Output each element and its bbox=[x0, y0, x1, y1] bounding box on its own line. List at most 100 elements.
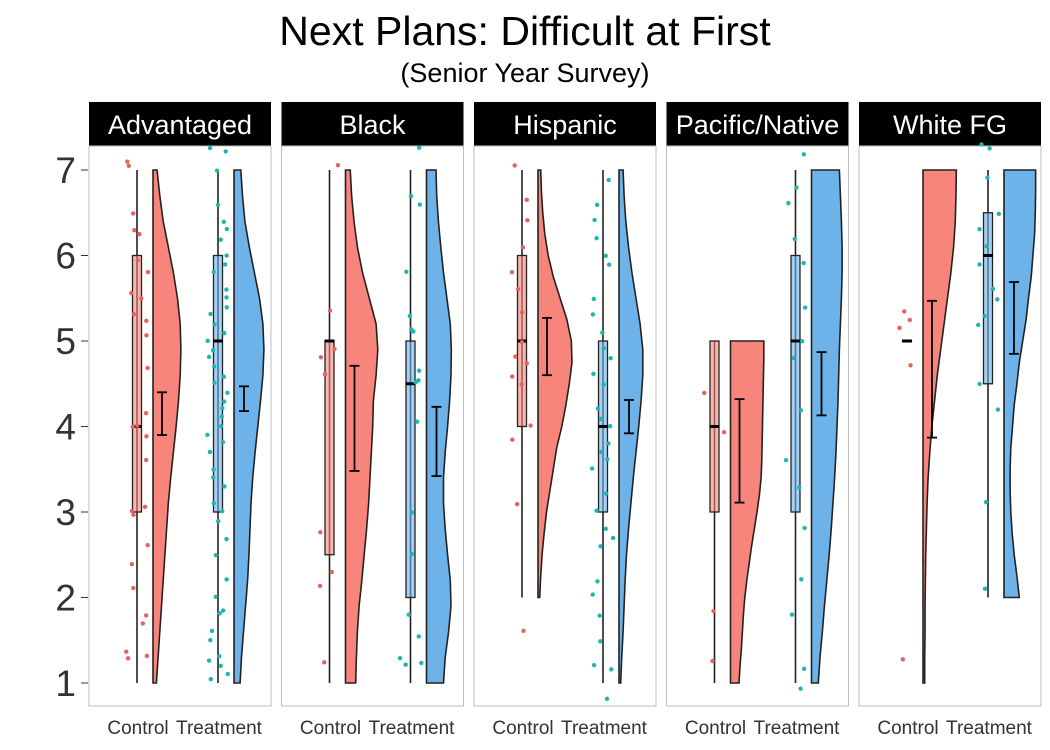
panel-border bbox=[281, 145, 464, 707]
x-tick-label: Treatment bbox=[754, 718, 841, 739]
y-tick-label: 7 bbox=[55, 150, 76, 191]
data-point bbox=[208, 637, 213, 643]
data-point bbox=[592, 217, 597, 223]
data-point bbox=[801, 666, 807, 671]
data-point bbox=[607, 262, 612, 267]
data-point bbox=[218, 663, 223, 668]
data-point bbox=[222, 262, 228, 267]
data-point bbox=[604, 696, 610, 702]
data-point bbox=[591, 371, 596, 377]
x-tick-label: Control bbox=[300, 718, 361, 739]
data-point bbox=[512, 163, 517, 168]
data-point bbox=[908, 363, 913, 368]
data-point bbox=[129, 290, 134, 296]
data-point bbox=[598, 449, 604, 455]
data-point bbox=[212, 364, 217, 369]
data-point bbox=[610, 535, 616, 541]
data-point bbox=[408, 194, 414, 199]
data-point bbox=[783, 457, 789, 463]
data-point bbox=[597, 613, 602, 618]
data-point bbox=[594, 236, 599, 241]
data-point bbox=[124, 649, 129, 654]
x-tick-label: Treatment bbox=[946, 718, 1033, 739]
data-point bbox=[977, 381, 982, 387]
x-tick-label: Control bbox=[107, 718, 168, 739]
data-point bbox=[129, 561, 135, 567]
facet-panel-black: Black Control Treatment bbox=[281, 102, 464, 739]
data-point bbox=[135, 423, 140, 428]
data-point bbox=[609, 667, 614, 672]
facet-strip-label: Pacific/Native bbox=[676, 110, 840, 140]
data-point bbox=[140, 621, 146, 626]
facet-strip-label: Black bbox=[339, 110, 406, 140]
panel-border bbox=[858, 145, 1042, 707]
data-point bbox=[799, 577, 804, 582]
data-point bbox=[594, 202, 600, 207]
data-point bbox=[419, 660, 424, 666]
data-point bbox=[798, 686, 803, 691]
data-point bbox=[224, 295, 229, 300]
data-point bbox=[900, 657, 905, 662]
data-point bbox=[519, 339, 525, 345]
violin-half-control bbox=[729, 340, 765, 684]
data-point bbox=[509, 374, 515, 379]
facet-panel-advantaged: Advantaged Control Treatment bbox=[88, 102, 272, 739]
data-point bbox=[987, 146, 992, 151]
data-point bbox=[902, 309, 907, 314]
data-point bbox=[222, 330, 227, 336]
data-point bbox=[212, 380, 217, 385]
data-point bbox=[416, 368, 422, 373]
violin-half-control bbox=[922, 169, 958, 684]
data-point bbox=[984, 244, 989, 249]
data-point bbox=[702, 390, 707, 396]
data-point bbox=[216, 518, 221, 524]
data-point bbox=[224, 577, 229, 582]
y-tick-label: 4 bbox=[55, 407, 76, 448]
facet-strip-label: Hispanic bbox=[513, 110, 617, 140]
data-point bbox=[217, 611, 222, 616]
x-tick-label: Control bbox=[685, 718, 746, 739]
violin-half-treatment bbox=[425, 169, 453, 684]
data-point bbox=[144, 333, 149, 338]
data-point bbox=[142, 504, 148, 510]
facet-strip bbox=[859, 102, 1041, 146]
violin-half-control bbox=[537, 169, 573, 599]
data-point bbox=[126, 163, 131, 169]
data-point bbox=[125, 656, 131, 661]
violin-half-control bbox=[152, 169, 182, 684]
data-point bbox=[211, 475, 216, 480]
data-point bbox=[137, 231, 142, 237]
y-tick-label: 3 bbox=[55, 492, 76, 533]
data-point bbox=[318, 355, 324, 360]
data-point bbox=[222, 484, 227, 489]
facet-strip bbox=[281, 102, 464, 146]
data-point bbox=[145, 542, 150, 548]
data-point bbox=[206, 354, 212, 360]
data-point bbox=[208, 311, 213, 317]
data-point bbox=[407, 313, 413, 319]
data-point bbox=[332, 346, 337, 352]
data-point bbox=[416, 634, 421, 639]
data-point bbox=[215, 202, 221, 208]
data-point bbox=[220, 440, 226, 445]
data-point bbox=[409, 327, 414, 332]
data-point bbox=[218, 237, 223, 242]
data-point bbox=[524, 361, 530, 366]
x-tick-label: Treatment bbox=[369, 718, 456, 739]
facet-strip bbox=[666, 102, 849, 146]
data-point bbox=[607, 424, 613, 429]
data-point bbox=[145, 365, 150, 371]
data-point bbox=[979, 142, 984, 147]
data-point bbox=[218, 424, 224, 429]
data-point bbox=[802, 525, 807, 531]
data-point bbox=[416, 145, 422, 150]
data-point bbox=[977, 227, 982, 232]
data-point bbox=[130, 211, 136, 216]
data-point bbox=[605, 457, 610, 462]
data-point bbox=[976, 322, 981, 328]
y-tick-label: 6 bbox=[55, 236, 76, 277]
data-point bbox=[145, 269, 151, 275]
facet-panel-pacific-native: Pacific/Native Control Treatment bbox=[666, 102, 849, 739]
x-tick-label: Treatment bbox=[561, 718, 648, 739]
